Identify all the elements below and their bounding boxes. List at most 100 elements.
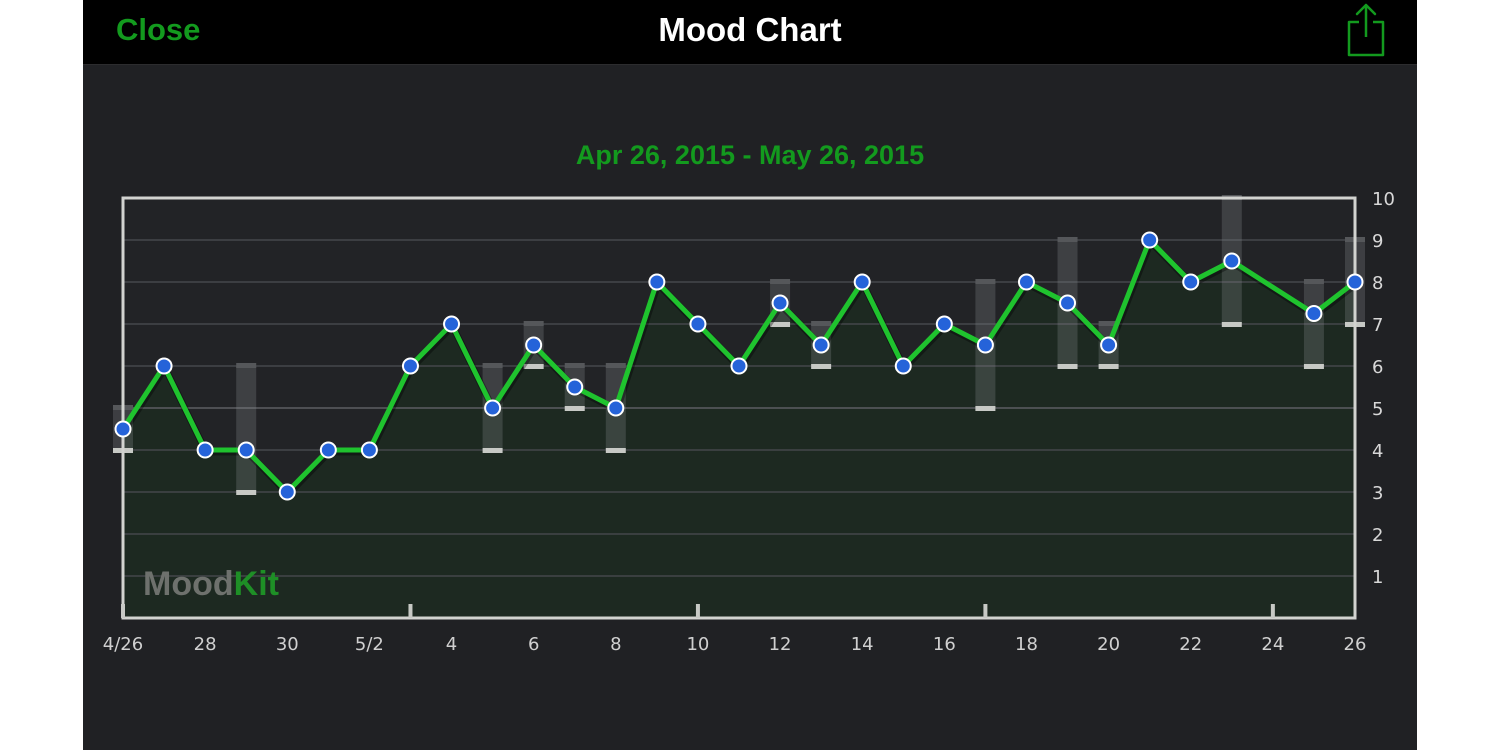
mood-point bbox=[607, 399, 625, 417]
x-tick-label: 28 bbox=[194, 634, 217, 655]
range-high-cap bbox=[1303, 279, 1324, 284]
range-high-cap bbox=[236, 363, 257, 368]
plot-border bbox=[121, 196, 1357, 620]
mood-point bbox=[484, 399, 502, 417]
mood-point bbox=[976, 336, 994, 354]
mood-point bbox=[1182, 273, 1200, 291]
x-tick-label: 12 bbox=[769, 634, 792, 655]
x-axis-tick bbox=[121, 604, 125, 618]
y-tick-label: 2 bbox=[1372, 525, 1383, 546]
page-title: Mood Chart bbox=[658, 11, 842, 48]
mood-point bbox=[360, 441, 378, 459]
mood-point bbox=[853, 273, 871, 291]
x-tick-label: 16 bbox=[933, 634, 956, 655]
x-tick-label: 18 bbox=[1015, 634, 1038, 655]
range-high-cap bbox=[523, 321, 544, 326]
mood-point bbox=[771, 294, 789, 312]
x-tick-label: 26 bbox=[1344, 634, 1367, 655]
range-low-cap bbox=[811, 364, 832, 369]
range-high-cap bbox=[975, 279, 996, 284]
y-tick-label: 7 bbox=[1372, 315, 1383, 336]
date-range-title: Apr 26, 2015 - May 26, 2015 bbox=[575, 140, 925, 170]
x-tick-label: 14 bbox=[851, 634, 874, 655]
range-low-cap bbox=[605, 448, 626, 453]
x-tick-label: 10 bbox=[686, 634, 709, 655]
x-tick-label: 22 bbox=[1179, 634, 1202, 655]
mood-point bbox=[196, 441, 214, 459]
range-low-cap bbox=[1303, 364, 1324, 369]
range-high-cap bbox=[770, 279, 791, 284]
x-axis-tick bbox=[1270, 604, 1275, 618]
x-tick-label: 6 bbox=[528, 634, 539, 655]
range-high-cap bbox=[811, 321, 832, 326]
x-tick-label: 4/26 bbox=[103, 634, 143, 655]
mood-point bbox=[1346, 273, 1364, 291]
mood-point bbox=[812, 336, 830, 354]
range-high-cap bbox=[1057, 237, 1078, 242]
range-low-cap bbox=[523, 364, 544, 369]
moodkit-watermark: MoodKit bbox=[143, 565, 279, 603]
mood-area-fill bbox=[123, 240, 1355, 618]
range-high-cap bbox=[482, 363, 503, 368]
y-tick-label: 6 bbox=[1372, 357, 1383, 378]
range-low-cap bbox=[482, 448, 503, 453]
app-window: Close Mood Chart Apr 26, 2015 - May 26, … bbox=[83, 0, 1417, 750]
mood-point bbox=[566, 378, 584, 396]
watermark-mood: Mood bbox=[143, 565, 234, 603]
mood-point bbox=[443, 315, 461, 333]
x-axis-tick bbox=[408, 604, 413, 618]
mood-point bbox=[1305, 305, 1323, 322]
mood-point bbox=[935, 315, 953, 333]
mood-point bbox=[1059, 294, 1077, 312]
range-low-cap bbox=[1098, 364, 1119, 369]
y-tick-label: 3 bbox=[1372, 483, 1383, 504]
x-tick-label: 8 bbox=[610, 634, 621, 655]
range-low-cap bbox=[770, 322, 791, 327]
mood-point bbox=[319, 441, 337, 459]
mood-point bbox=[237, 441, 255, 459]
range-low-cap bbox=[1057, 364, 1078, 369]
range-bar bbox=[236, 366, 257, 492]
mood-line bbox=[120, 237, 1357, 495]
mood-point bbox=[1100, 336, 1118, 354]
mood-point bbox=[689, 315, 707, 333]
range-low-cap bbox=[236, 490, 257, 495]
mood-point bbox=[278, 483, 296, 501]
mood-point bbox=[525, 336, 543, 354]
x-axis-tick bbox=[983, 604, 988, 618]
mood-point bbox=[1141, 231, 1159, 249]
mood-point bbox=[1223, 252, 1241, 270]
share-icon bbox=[1347, 3, 1385, 57]
x-tick-label: 30 bbox=[276, 634, 299, 655]
mood-point bbox=[401, 357, 419, 375]
range-bar bbox=[1303, 282, 1324, 366]
y-tick-label: 5 bbox=[1372, 399, 1383, 420]
range-low-cap bbox=[1221, 322, 1242, 327]
range-low-cap bbox=[975, 406, 996, 411]
navigation-bar: Close Mood Chart bbox=[83, 0, 1417, 65]
y-tick-label: 4 bbox=[1372, 441, 1383, 462]
mood-point bbox=[894, 357, 912, 375]
range-high-cap bbox=[564, 363, 585, 368]
close-button[interactable]: Close bbox=[116, 12, 201, 47]
mood-point bbox=[155, 357, 173, 375]
mood-point bbox=[1017, 273, 1035, 291]
share-button[interactable] bbox=[1345, 2, 1387, 58]
x-tick-label: 5/2 bbox=[355, 634, 384, 655]
x-axis-tick bbox=[695, 604, 700, 618]
y-tick-label: 9 bbox=[1372, 231, 1383, 252]
range-low-cap bbox=[564, 406, 585, 411]
range-high-cap bbox=[1098, 321, 1119, 326]
mood-point bbox=[730, 357, 748, 375]
watermark-kit: Kit bbox=[234, 565, 279, 603]
y-tick-label: 1 bbox=[1372, 567, 1383, 588]
x-tick-label: 20 bbox=[1097, 634, 1120, 655]
x-tick-label: 4 bbox=[446, 634, 457, 655]
mood-point bbox=[648, 273, 666, 291]
x-tick-label: 24 bbox=[1261, 634, 1284, 655]
mood-point bbox=[114, 420, 132, 438]
y-tick-label: 8 bbox=[1372, 273, 1383, 294]
y-tick-label: 10 bbox=[1372, 189, 1395, 210]
range-high-cap bbox=[605, 363, 626, 368]
